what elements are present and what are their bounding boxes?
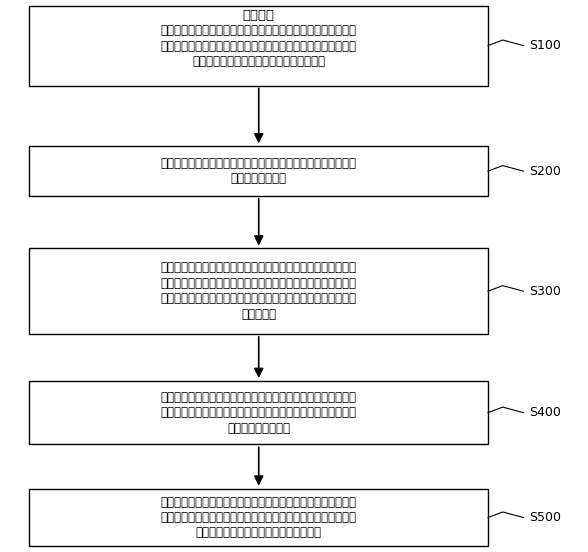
Bar [29, 381, 488, 444]
Text: 当监测到遥控器有操作且被遥控设备处于开机状态时，控制遥控: 当监测到遥控器有操作且被遥控设备处于开机状态时，控制遥控 [161, 391, 357, 404]
Text: 将遥控器与被遥控设备通过蓝牙连接，当蓝牙配对成功后，监测: 将遥控器与被遥控设备通过蓝牙连接，当蓝牙配对成功后，监测 [161, 157, 357, 170]
Text: S200: S200 [529, 164, 561, 178]
Text: 动休眠模式，当处于休眠模式下，蓝牙关闭，功耗控制在第三功: 动休眠模式，当处于休眠模式下，蓝牙关闭，功耗控制在第三功 [161, 511, 357, 524]
Bar [29, 146, 488, 196]
Bar [29, 248, 488, 334]
Text: 当监测到将遥控器与被遥控设备蓝牙连接断开，则控制遥控器启: 当监测到将遥控器与被遥控设备蓝牙连接断开，则控制遥控器启 [161, 496, 357, 508]
Text: S400: S400 [529, 406, 561, 419]
Text: 第一功耗内: 第一功耗内 [241, 308, 276, 321]
Text: 预先设置: 预先设置 [243, 9, 275, 22]
Text: 器处于工作模式，向被遥控设备发送控制指令，并控制遥控器功: 器处于工作模式，向被遥控设备发送控制指令，并控制遥控器功 [161, 406, 357, 419]
Text: S300: S300 [529, 285, 561, 298]
Text: 第一预定时间发送一次数据包，控制监测蓝牙状态遥控器功耗在: 第一预定时间发送一次数据包，控制监测蓝牙状态遥控器功耗在 [161, 293, 357, 305]
Text: S500: S500 [529, 511, 561, 524]
Text: 遥控器的工作状态模式：设置一浅休眠模式：设置浅休眠模式时: 遥控器的工作状态模式：设置一浅休眠模式：设置浅休眠模式时 [161, 24, 357, 38]
Text: 控制监测蓝牙状态遥控器功耗在第一功耗内: 控制监测蓝牙状态遥控器功耗在第一功耗内 [192, 55, 325, 68]
Bar [29, 6, 488, 86]
Text: 直保持浅休眠模式连接，即控制遥控器蓝牙保持扫描状态，每隔: 直保持浅休眠模式连接，即控制遥控器蓝牙保持扫描状态，每隔 [161, 277, 357, 290]
Text: S100: S100 [529, 39, 561, 52]
Text: 遥控器蓝牙保持扫描状态，每隔第一预定时间发送一次数据包，: 遥控器蓝牙保持扫描状态，每隔第一预定时间发送一次数据包， [161, 40, 357, 53]
Text: 遥控器是否有操作: 遥控器是否有操作 [230, 172, 287, 185]
Text: 耗在第二功耗范围内: 耗在第二功耗范围内 [227, 422, 290, 434]
Bar [29, 489, 488, 546]
Text: 当遥控器没有操作时且被遥控设备处于开机状态，则将遥控器一: 当遥控器没有操作时且被遥控设备处于开机状态，则将遥控器一 [161, 262, 357, 274]
Text: 耗以内，并可通过任意键唤醒到工作模式: 耗以内，并可通过任意键唤醒到工作模式 [196, 527, 322, 539]
